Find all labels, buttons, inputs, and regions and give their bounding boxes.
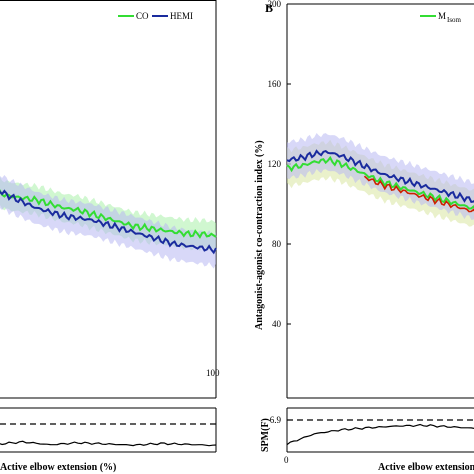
panel-b-significance-line	[363, 175, 474, 213]
panel-b-band-1	[287, 133, 474, 220]
panel-b-line-1	[286, 149, 474, 203]
panel-a: CO HEMI 100	[0, 0, 220, 399]
panel-b-xlabel: Active elbow extension	[378, 462, 474, 473]
panel-b-line-0	[286, 155, 474, 210]
panel-b-spm-line	[286, 423, 474, 446]
panel-a-spm: Active elbow extension (%)	[0, 407, 217, 473]
legend-hemi-label: HEMI	[170, 11, 193, 21]
panel-b-xtick-0: 0	[284, 455, 289, 465]
panel-b-series	[286, 133, 474, 227]
panel-b: B 200 160 120 80 40 Antagonist-agonist c…	[254, 0, 474, 399]
panel-b-letter: B	[265, 1, 273, 15]
panel-a-xtick-100: 100	[206, 368, 220, 378]
panel-a-line-0	[0, 189, 217, 239]
ytick-160: 160	[268, 79, 282, 89]
panel-a-xlabel: Active elbow extension (%)	[0, 462, 116, 473]
legend-co-label: CO	[136, 11, 149, 21]
ytick-120: 120	[268, 159, 282, 169]
panel-a-line-1	[0, 189, 217, 255]
legend-m-label: M	[438, 11, 446, 21]
panel-a-legend: CO HEMI	[118, 11, 193, 21]
ytick-200: 200	[268, 0, 282, 9]
panel-b-ylabel: Antagonist-agonist co-contraction index …	[254, 140, 265, 330]
ytick-80: 80	[272, 239, 282, 249]
ytick-40: 40	[272, 319, 282, 329]
legend-m-subscript: Isom	[447, 16, 462, 24]
panel-b-spm-threshold-label: 6.9	[270, 415, 282, 425]
panel-a-series	[0, 175, 217, 269]
panel-b-spm: 6.9 SPM(F) 0 Active elbow extension	[260, 407, 474, 473]
panel-a-spm-line	[0, 440, 217, 447]
panel-b-spm-ylabel: SPM(F)	[260, 418, 271, 452]
panel-b-legend: M Isom	[420, 11, 462, 24]
